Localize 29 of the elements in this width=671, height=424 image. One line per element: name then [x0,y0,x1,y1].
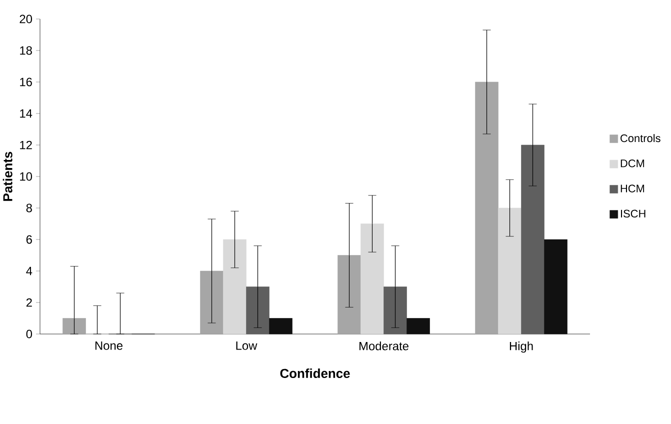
bar [223,239,246,334]
x-tick-label: High [510,342,533,353]
legend-label: Controls [620,134,660,142]
x-tick-label: Moderate [359,342,408,350]
y-tick-label: 10 [20,172,32,181]
bar [406,318,430,334]
y-tick-label: 4 [26,266,32,276]
x-axis-title: Confidence [280,368,350,378]
y-tick-label: 14 [20,109,32,118]
x-tick-label: None [95,342,122,350]
bar [269,318,292,334]
y-tick-label: 8 [26,204,32,212]
bar [475,82,498,334]
y-tick-label: 18 [20,46,32,55]
y-tick-label: 12 [20,140,32,150]
bar [521,144,544,334]
legend-label: DCM [620,160,644,168]
bar [544,239,568,334]
y-tick-label: 0 [26,330,32,338]
legend-label: HCM [620,184,644,192]
y-tick-label: 16 [20,78,32,86]
bar [360,224,384,334]
x-tick-label: Low [236,342,258,350]
bar [498,208,522,334]
y-tick-label: 2 [26,298,32,307]
y-tick-label: 6 [26,235,32,244]
y-axis-title: Patients [2,152,12,201]
y-tick-label: 20 [20,14,32,24]
legend-label: ISCH [621,210,646,218]
